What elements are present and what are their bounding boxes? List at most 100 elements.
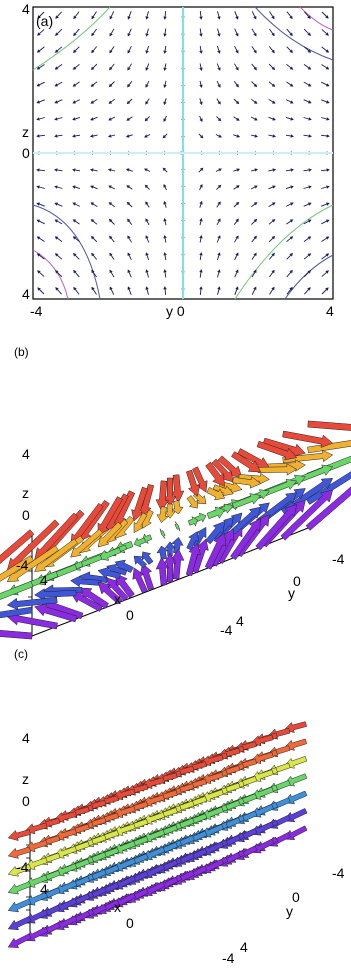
field-arrow [199,11,203,20]
field-arrow [36,46,45,53]
field-arrow [285,134,294,138]
field-arrow [233,81,239,88]
field-arrow [217,269,221,278]
field-arrow-3d [282,430,334,448]
field-arrow-3d [7,933,32,948]
field-arrow [303,46,312,53]
field-arrow [234,45,239,54]
panel-c-x-tick-mid: 0 [126,915,134,931]
field-arrow-3d [141,846,166,861]
field-arrow [72,236,80,243]
field-arrow [303,185,312,189]
field-arrow [303,219,312,225]
panel-b-y-label: y [288,585,295,601]
panel-b-vector-field [0,420,351,640]
panel-b-z-label: z [22,485,29,501]
field-arrow [251,218,258,225]
panel-b: (b) 4 z 0 -4 4 x 0 -4 -4 y 0 4 [0,330,351,640]
field-arrow [268,81,276,87]
field-arrow-3d [164,541,176,557]
field-arrow [217,28,221,37]
field-arrow [199,63,203,72]
field-arrow [72,134,81,138]
field-arrow [72,185,81,190]
field-arrow [216,201,221,208]
field-arrow [90,202,98,207]
panel-b-plot: (b) 4 z 0 -4 4 x 0 -4 -4 y 0 4 [0,345,351,640]
field-arrow [126,185,133,190]
field-arrow [163,28,167,37]
field-arrow [233,218,239,225]
field-arrow [321,99,330,104]
panel-a-x-tick-left: -4 [30,303,43,319]
field-arrow-3d [163,552,177,583]
field-arrow [268,46,275,54]
panel-c-x-label: x [114,899,121,915]
field-arrow [233,116,240,121]
field-arrow [36,202,45,207]
field-arrow [108,81,115,88]
field-arrow [54,202,63,207]
field-arrow [163,63,167,72]
field-arrow [54,81,63,87]
field-arrow [216,63,221,71]
field-arrow-3d [7,916,32,931]
field-arrow [127,63,132,71]
panel-a-label: (a) [36,13,53,29]
field-arrow [321,134,330,138]
field-arrow [126,201,133,208]
field-arrow [286,63,294,70]
field-arrow [199,80,203,89]
field-arrow-3d [97,581,123,605]
field-arrow [145,218,150,226]
field-arrow-3d [155,480,170,512]
contour-line [32,204,101,300]
field-arrow [89,134,98,138]
panel-c-y-label: y [286,903,293,919]
field-arrow-3d [171,500,184,515]
field-arrow [233,98,240,105]
field-arrow-3d [232,476,262,489]
panel-a-contours [32,6,334,300]
field-arrow [37,11,45,19]
field-arrow [127,269,132,278]
panel-b-x-tick-near: -4 [220,622,233,638]
field-arrow [304,287,311,295]
field-arrow-3d [171,537,184,554]
field-arrow-3d [187,515,198,527]
field-arrow-3d [34,588,77,601]
field-arrow-3d [185,469,201,497]
field-arrow [268,99,276,104]
field-arrow [216,218,221,226]
field-arrow [36,99,45,104]
contour-line [32,249,69,300]
field-arrow [54,236,63,242]
panel-b-label: (b) [14,345,29,359]
field-arrow [234,28,239,37]
field-arrow-3d [307,440,351,454]
field-arrow [251,11,257,20]
field-arrow [198,167,204,173]
field-arrow [251,81,258,88]
field-arrow-3d [192,466,208,493]
field-arrow-3d [133,512,148,534]
field-arrow [269,269,275,278]
field-arrow-3d [206,506,226,520]
field-arrow [321,236,330,242]
field-arrow [303,253,312,260]
field-arrow [286,269,293,278]
field-arrow-3d [170,474,185,503]
field-arrow [216,235,221,243]
field-arrow [268,168,277,172]
field-arrow [198,133,204,139]
field-arrow [72,202,81,207]
field-arrow [163,45,167,54]
field-arrow [145,201,150,208]
field-arrow-3d [200,823,224,838]
field-arrow [109,46,115,54]
field-arrow [216,45,221,54]
field-arrow [36,185,45,189]
field-arrow [234,11,239,20]
panel-c-z-label: z [22,771,29,787]
field-arrow [251,28,257,37]
